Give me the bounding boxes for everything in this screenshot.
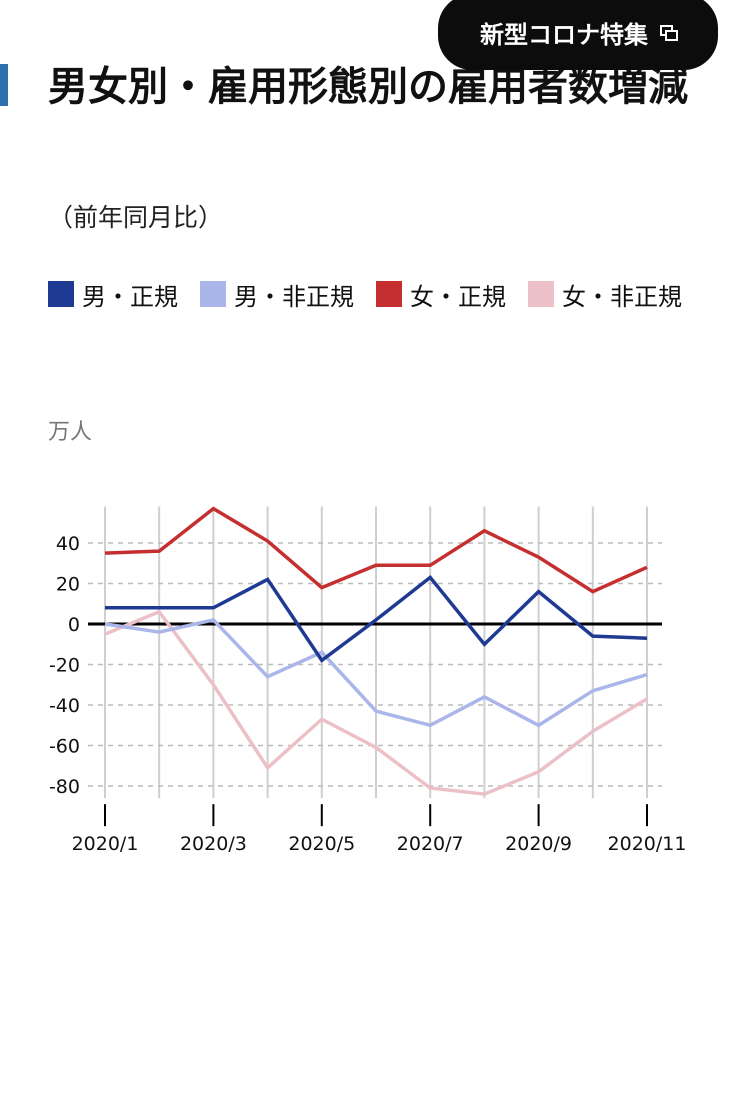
y-tick-label: -20	[49, 655, 80, 677]
legend-item: 男・正規	[48, 278, 178, 311]
y-tick-label: -60	[49, 736, 80, 758]
legend-swatch	[48, 281, 74, 307]
chart-title: 男女別・雇用形態別の雇用者数増減	[48, 64, 688, 110]
x-tick-label: 2020/11	[608, 833, 687, 855]
x-tick-label: 2020/5	[288, 833, 355, 855]
legend-swatch	[200, 281, 226, 307]
series-line	[104, 506, 648, 594]
chart-legend: 男・正規 男・非正規 女・正規 女・非正規	[48, 278, 708, 311]
y-tick-label: 0	[68, 614, 80, 636]
x-tick-label: 2020/1	[72, 833, 139, 855]
y-tick-label: 20	[56, 574, 80, 596]
legend-label: 男・非正規	[234, 282, 354, 311]
chart-subtitle: （前年同月比）	[48, 203, 224, 232]
y-tick-label: -80	[49, 776, 80, 798]
legend-label: 男・正規	[82, 282, 178, 311]
external-window-icon	[660, 25, 678, 41]
legend-item: 男・非正規	[200, 278, 354, 311]
x-tick-label: 2020/3	[180, 833, 247, 855]
legend-label: 女・正規	[410, 282, 506, 311]
series-line	[104, 609, 648, 796]
line-chart: 40 20 0 -20 -40 -60 -80 2020/1 2020/3 2020/5 2020/…	[49, 506, 687, 855]
y-axis-unit-label: 万人	[48, 420, 93, 445]
y-tick-label: 40	[56, 533, 80, 555]
x-tick-label: 2020/9	[505, 833, 572, 855]
series-line	[105, 574, 648, 663]
legend-swatch	[528, 281, 554, 307]
corona-feature-label: 新型コロナ特集	[480, 20, 648, 49]
y-tick-label: -40	[49, 695, 80, 717]
legend-item: 女・非正規	[528, 278, 682, 311]
corona-feature-button[interactable]: 新型コロナ特集	[438, 0, 718, 70]
legend-item: 女・正規	[376, 278, 506, 311]
legend-swatch	[376, 281, 402, 307]
series-line	[104, 617, 648, 728]
title-accent-bar	[0, 64, 8, 106]
x-tick-label: 2020/7	[397, 833, 464, 855]
legend-label: 女・非正規	[562, 282, 682, 311]
